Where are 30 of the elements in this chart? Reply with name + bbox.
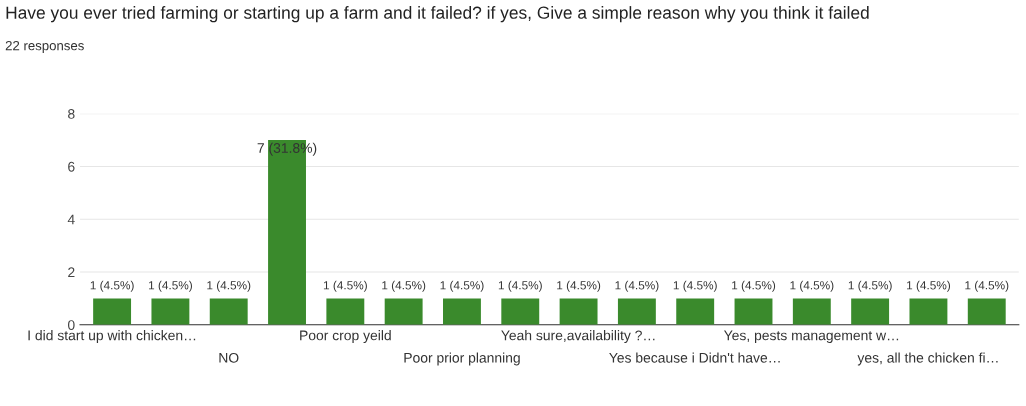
x-tick-label: Poor prior planning [404, 352, 520, 366]
y-tick-label: 2 [68, 267, 75, 278]
data-label: 1 (4.5%) [907, 280, 951, 292]
data-label: 1 (4.5%) [965, 280, 1009, 292]
y-tick-label: 0 [67, 320, 75, 330]
data-label: 1 (4.5%) [207, 280, 251, 292]
y-tick-label: 4 [67, 214, 75, 225]
y-tick-label: 8 [68, 109, 75, 119]
x-tick-label: Yes because i Didn't have… [609, 352, 780, 363]
data-label: 1 (4.5%) [382, 280, 426, 292]
data-label: 1 (4.5%) [498, 280, 542, 292]
data-label: 1 (4.5%) [557, 280, 601, 292]
x-tick-label: Yeah sure,availability ?… [501, 330, 655, 344]
data-label: 1 (4.5%) [615, 280, 659, 292]
data-label: 1 (4.5%) [440, 280, 484, 292]
data-label: 1 (4.5%) [790, 280, 834, 292]
data-label: 1 (4.5%) [732, 280, 776, 292]
x-tick-label: I did start up with chicken… [28, 330, 196, 344]
x-tick-label: NO [219, 352, 239, 363]
chart-subtitle: 22 responses [5, 40, 84, 53]
data-label: 1 (4.5%) [673, 280, 717, 292]
data-label: 1 (4.5%) [90, 280, 134, 292]
chart-title: Have you ever tried farming or starting up a farm and it failed? if yes, Give a simple reason why you think it failed [6, 6, 869, 23]
y-tick-label: 6 [68, 161, 75, 172]
data-label: 1 (4.5%) [848, 280, 892, 292]
data-label: 1 (4.5%) [323, 280, 367, 292]
x-tick-label: Yes, pests management w… [723, 330, 899, 344]
x-tick-label: yes, all the chicken fi… [857, 352, 998, 366]
x-tick-label: Poor crop yeild [300, 330, 391, 344]
data-label: 1 (4.5%) [149, 280, 192, 292]
